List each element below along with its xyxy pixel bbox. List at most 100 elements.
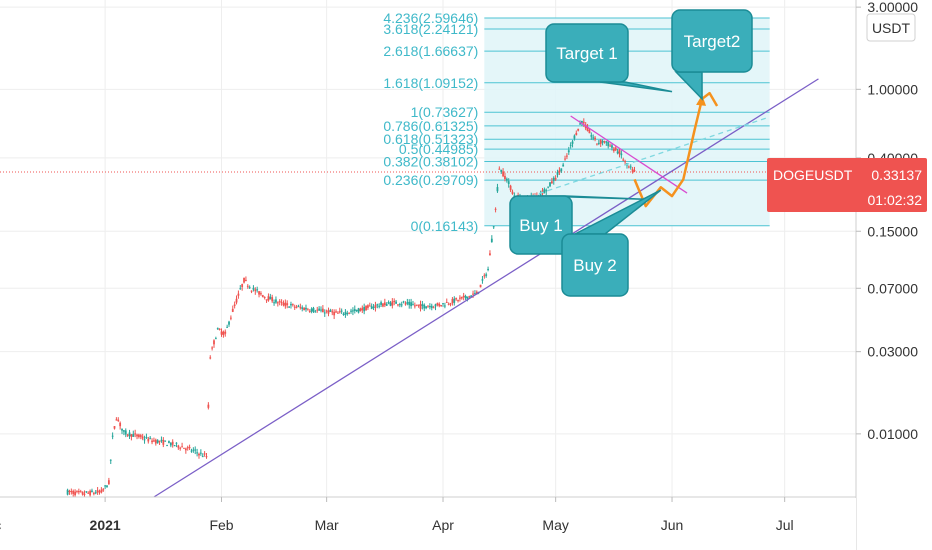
- candle-body: [412, 304, 414, 306]
- candle-body: [616, 151, 619, 154]
- candle-body: [552, 177, 555, 181]
- candle-body: [382, 303, 384, 307]
- candle-body: [492, 226, 495, 228]
- candle-body: [423, 304, 426, 309]
- candle-body: [370, 306, 373, 309]
- candle-body: [291, 304, 294, 306]
- candle-body: [126, 434, 129, 436]
- candle-body: [303, 307, 306, 311]
- candle-body: [539, 193, 542, 195]
- candle-body: [199, 452, 202, 454]
- candle-body: [209, 357, 212, 359]
- candle-body: [472, 293, 474, 295]
- candle-body: [545, 190, 548, 192]
- candle-body: [203, 453, 206, 455]
- y-tick-label: 0.01000: [867, 426, 918, 442]
- candle-body: [132, 433, 135, 437]
- candle-body: [455, 298, 458, 300]
- candle-body: [310, 308, 313, 312]
- candle-body: [479, 284, 482, 288]
- candle-body: [297, 305, 300, 307]
- candle-body: [622, 159, 625, 161]
- candle-body: [96, 490, 99, 493]
- candle-body: [213, 340, 215, 345]
- candle-body: [121, 428, 123, 431]
- candle-body: [550, 181, 553, 184]
- candle-body: [87, 492, 90, 494]
- candle-body: [496, 187, 499, 192]
- candle-body: [138, 434, 140, 438]
- price-axis-background[interactable]: [857, 0, 932, 550]
- candle-body: [485, 274, 488, 276]
- candle-body: [505, 178, 508, 181]
- candle-body: [554, 178, 557, 180]
- candle-body: [368, 305, 371, 307]
- x-tick-label: May: [542, 517, 568, 533]
- candle-body: [391, 301, 394, 306]
- candle-body: [134, 433, 137, 435]
- candle-body: [156, 440, 159, 443]
- candle-body: [226, 326, 229, 328]
- candle-body: [577, 128, 580, 131]
- callouts[interactable]: Target 1 Target2 Buy 1 Buy 2: [509, 9, 753, 297]
- trend-line-support: [153, 78, 819, 498]
- candle-body: [166, 445, 168, 447]
- candle-body: [91, 490, 93, 492]
- callout-box: [509, 195, 573, 255]
- candle-body: [271, 297, 274, 302]
- candle-body: [188, 447, 191, 449]
- candle-body: [111, 435, 114, 437]
- candle-body: [222, 331, 225, 335]
- projection-path[interactable]: [633, 91, 719, 208]
- candle-body: [282, 303, 285, 306]
- candle-body: [609, 145, 611, 147]
- candle-body: [383, 302, 386, 306]
- candle-body: [228, 321, 230, 325]
- fib-level-label: 2.618(1.66637): [383, 43, 478, 59]
- candle-body: [275, 299, 277, 303]
- candle-body: [425, 306, 428, 309]
- candle-body: [168, 441, 170, 443]
- candle-body: [599, 139, 602, 144]
- candle-body: [474, 293, 476, 295]
- candle-body: [316, 309, 319, 311]
- candle-body: [139, 435, 142, 437]
- candle-body: [404, 303, 407, 305]
- fib-level-label: 3.618(2.24121): [383, 21, 478, 37]
- candle-body: [432, 307, 435, 309]
- candle-body: [483, 275, 486, 277]
- x-tick-label: Jul: [776, 517, 794, 533]
- candle-body: [594, 137, 596, 140]
- fib-level-label: 0(0.16143): [411, 218, 479, 234]
- fib-level-label: 0.618(0.51323): [383, 131, 478, 147]
- candle-body: [387, 302, 390, 304]
- candle-body: [586, 127, 589, 131]
- candle-body: [231, 308, 234, 312]
- candle-body: [175, 442, 178, 444]
- candle-body: [68, 490, 71, 492]
- candle-body: [445, 301, 448, 303]
- candle-body: [198, 453, 200, 456]
- candle-body: [183, 447, 185, 449]
- candle-body: [438, 303, 441, 307]
- currency-label: USDT: [872, 20, 911, 36]
- candle-body: [184, 448, 187, 451]
- candle-body: [344, 311, 347, 315]
- trend-lines[interactable]: [153, 78, 819, 498]
- candle-body: [278, 300, 281, 302]
- fib-level-label: 0.236(0.29709): [383, 172, 478, 188]
- candle-body: [286, 303, 289, 306]
- currency-badge[interactable]: USDT: [866, 13, 916, 42]
- candle-body: [460, 296, 463, 299]
- time-axis-background[interactable]: [0, 498, 856, 550]
- candle-body: [335, 311, 337, 313]
- candle-body: [590, 135, 593, 137]
- x-tick-label: Dec: [0, 517, 1, 533]
- candle-body: [102, 489, 105, 491]
- candle-body: [592, 137, 595, 139]
- candle-body: [260, 293, 262, 295]
- candle-body: [312, 307, 315, 312]
- candle-body: [415, 304, 418, 306]
- candle-body: [70, 491, 73, 493]
